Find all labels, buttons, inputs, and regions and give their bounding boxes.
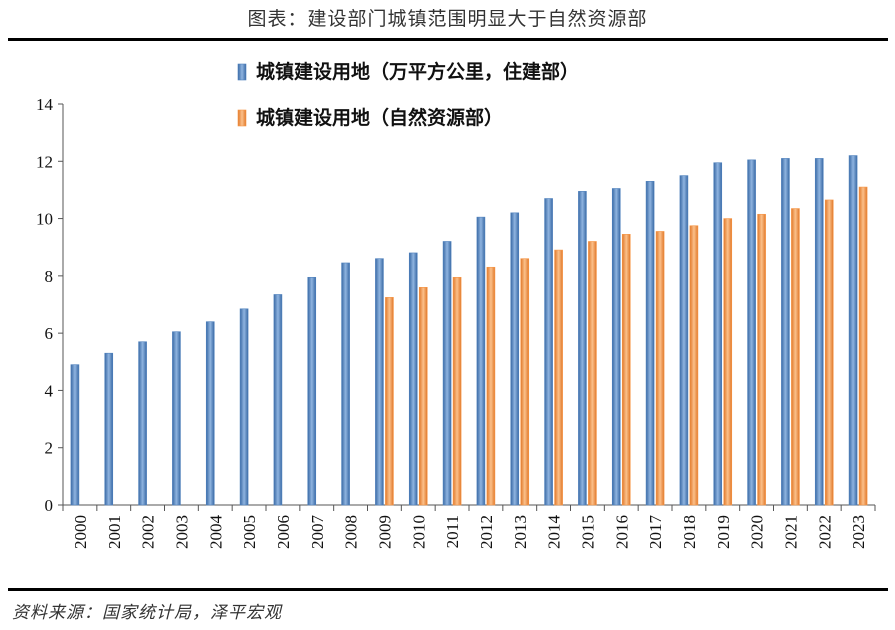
bar-mohurd (442, 241, 452, 506)
bar-mohurd (307, 276, 317, 506)
x-tick-label: 2023 (849, 515, 868, 549)
bar-mohurd (611, 188, 621, 506)
bar-mohurd (814, 158, 824, 506)
top-rule (8, 38, 888, 41)
x-tick-label: 2016 (612, 515, 631, 549)
bar-mohurd (476, 216, 486, 506)
x-tick-label: 2012 (477, 515, 496, 549)
x-tick-label: 2022 (815, 515, 834, 549)
x-tick-label: 2021 (781, 515, 800, 549)
bar-mnr (655, 231, 665, 506)
bar-mohurd (848, 155, 858, 506)
x-tick-label: 2009 (375, 515, 394, 549)
bar-mnr (418, 287, 428, 506)
bar-mohurd (341, 262, 350, 506)
bar-mnr (757, 213, 766, 506)
bar-mnr (858, 186, 868, 506)
bar-mnr (621, 234, 631, 506)
x-tick-label: 2017 (646, 515, 665, 550)
y-tick-label: 0 (45, 496, 54, 515)
bar-mohurd (544, 198, 553, 506)
bar-mnr (520, 258, 530, 506)
bar-mohurd (645, 181, 655, 506)
bar-mnr (824, 199, 834, 506)
bar-mnr (385, 297, 394, 506)
x-tick-label: 2004 (206, 515, 225, 550)
x-tick-label: 2011 (443, 515, 462, 548)
y-tick-label: 2 (45, 439, 54, 458)
x-tick-label: 2008 (342, 515, 361, 549)
x-tick-label: 2006 (274, 515, 293, 549)
x-tick-label: 2019 (714, 515, 733, 549)
bar-mohurd (138, 341, 147, 506)
bar-mohurd (273, 294, 283, 506)
bar-mohurd (239, 308, 249, 506)
bar-mohurd (747, 159, 756, 506)
bar-mnr (689, 225, 699, 506)
chart-title: 图表：建设部门城镇范围明显大于自然资源部 (247, 8, 648, 30)
bar-mohurd (679, 175, 689, 506)
bar-mohurd (70, 364, 80, 506)
legend-swatch (237, 109, 247, 127)
bar-mnr (588, 241, 597, 506)
x-tick-label: 2000 (71, 515, 90, 549)
bar-mohurd (578, 191, 587, 506)
x-tick-label: 2010 (409, 515, 428, 549)
legend-label: 城镇建设用地（万平方公里，住建部） (256, 60, 579, 83)
x-tick-label: 2002 (139, 515, 158, 549)
bar-mohurd (781, 158, 790, 506)
bar-mnr (791, 208, 800, 506)
bar-chart: 0 2 4 6 8 10 12 14 2000 2001 2002 2003 2004 2005 2006 2… (36, 60, 876, 550)
x-tick-label: 2013 (511, 515, 530, 549)
y-tick-label: 10 (36, 210, 53, 229)
bar-mnr (723, 218, 733, 506)
legend-swatch (237, 63, 247, 81)
source-note: 资料来源：国家统计局，泽平宏观 (12, 603, 282, 623)
x-tick-label: 2005 (240, 515, 259, 549)
y-tick-label: 8 (45, 267, 54, 286)
bar-mohurd (713, 162, 723, 506)
x-tick-label: 2015 (578, 515, 597, 549)
y-tick-label: 6 (45, 324, 54, 343)
x-tick-label: 2014 (545, 515, 564, 550)
bar-mohurd (104, 352, 114, 506)
legend-label: 城镇建设用地（自然资源部） (256, 106, 503, 129)
bar-mohurd (510, 212, 520, 506)
bar-mnr (486, 266, 496, 506)
y-tick-label: 4 (45, 381, 54, 400)
x-tick-label: 2003 (172, 515, 191, 549)
x-tick-label: 2007 (308, 515, 327, 550)
bar-mnr (554, 249, 563, 506)
bar-mohurd (375, 258, 384, 506)
bottom-rule (8, 588, 888, 591)
x-tick-label: 2018 (680, 515, 699, 549)
x-tick-label: 2001 (105, 515, 124, 549)
y-tick-label: 12 (36, 152, 53, 171)
bar-mohurd (172, 331, 181, 506)
bar-mohurd (408, 252, 418, 506)
bar-mnr (452, 276, 462, 506)
x-tick-label: 2020 (748, 515, 767, 549)
y-tick-label: 14 (36, 95, 54, 114)
bar-mohurd (205, 321, 215, 506)
